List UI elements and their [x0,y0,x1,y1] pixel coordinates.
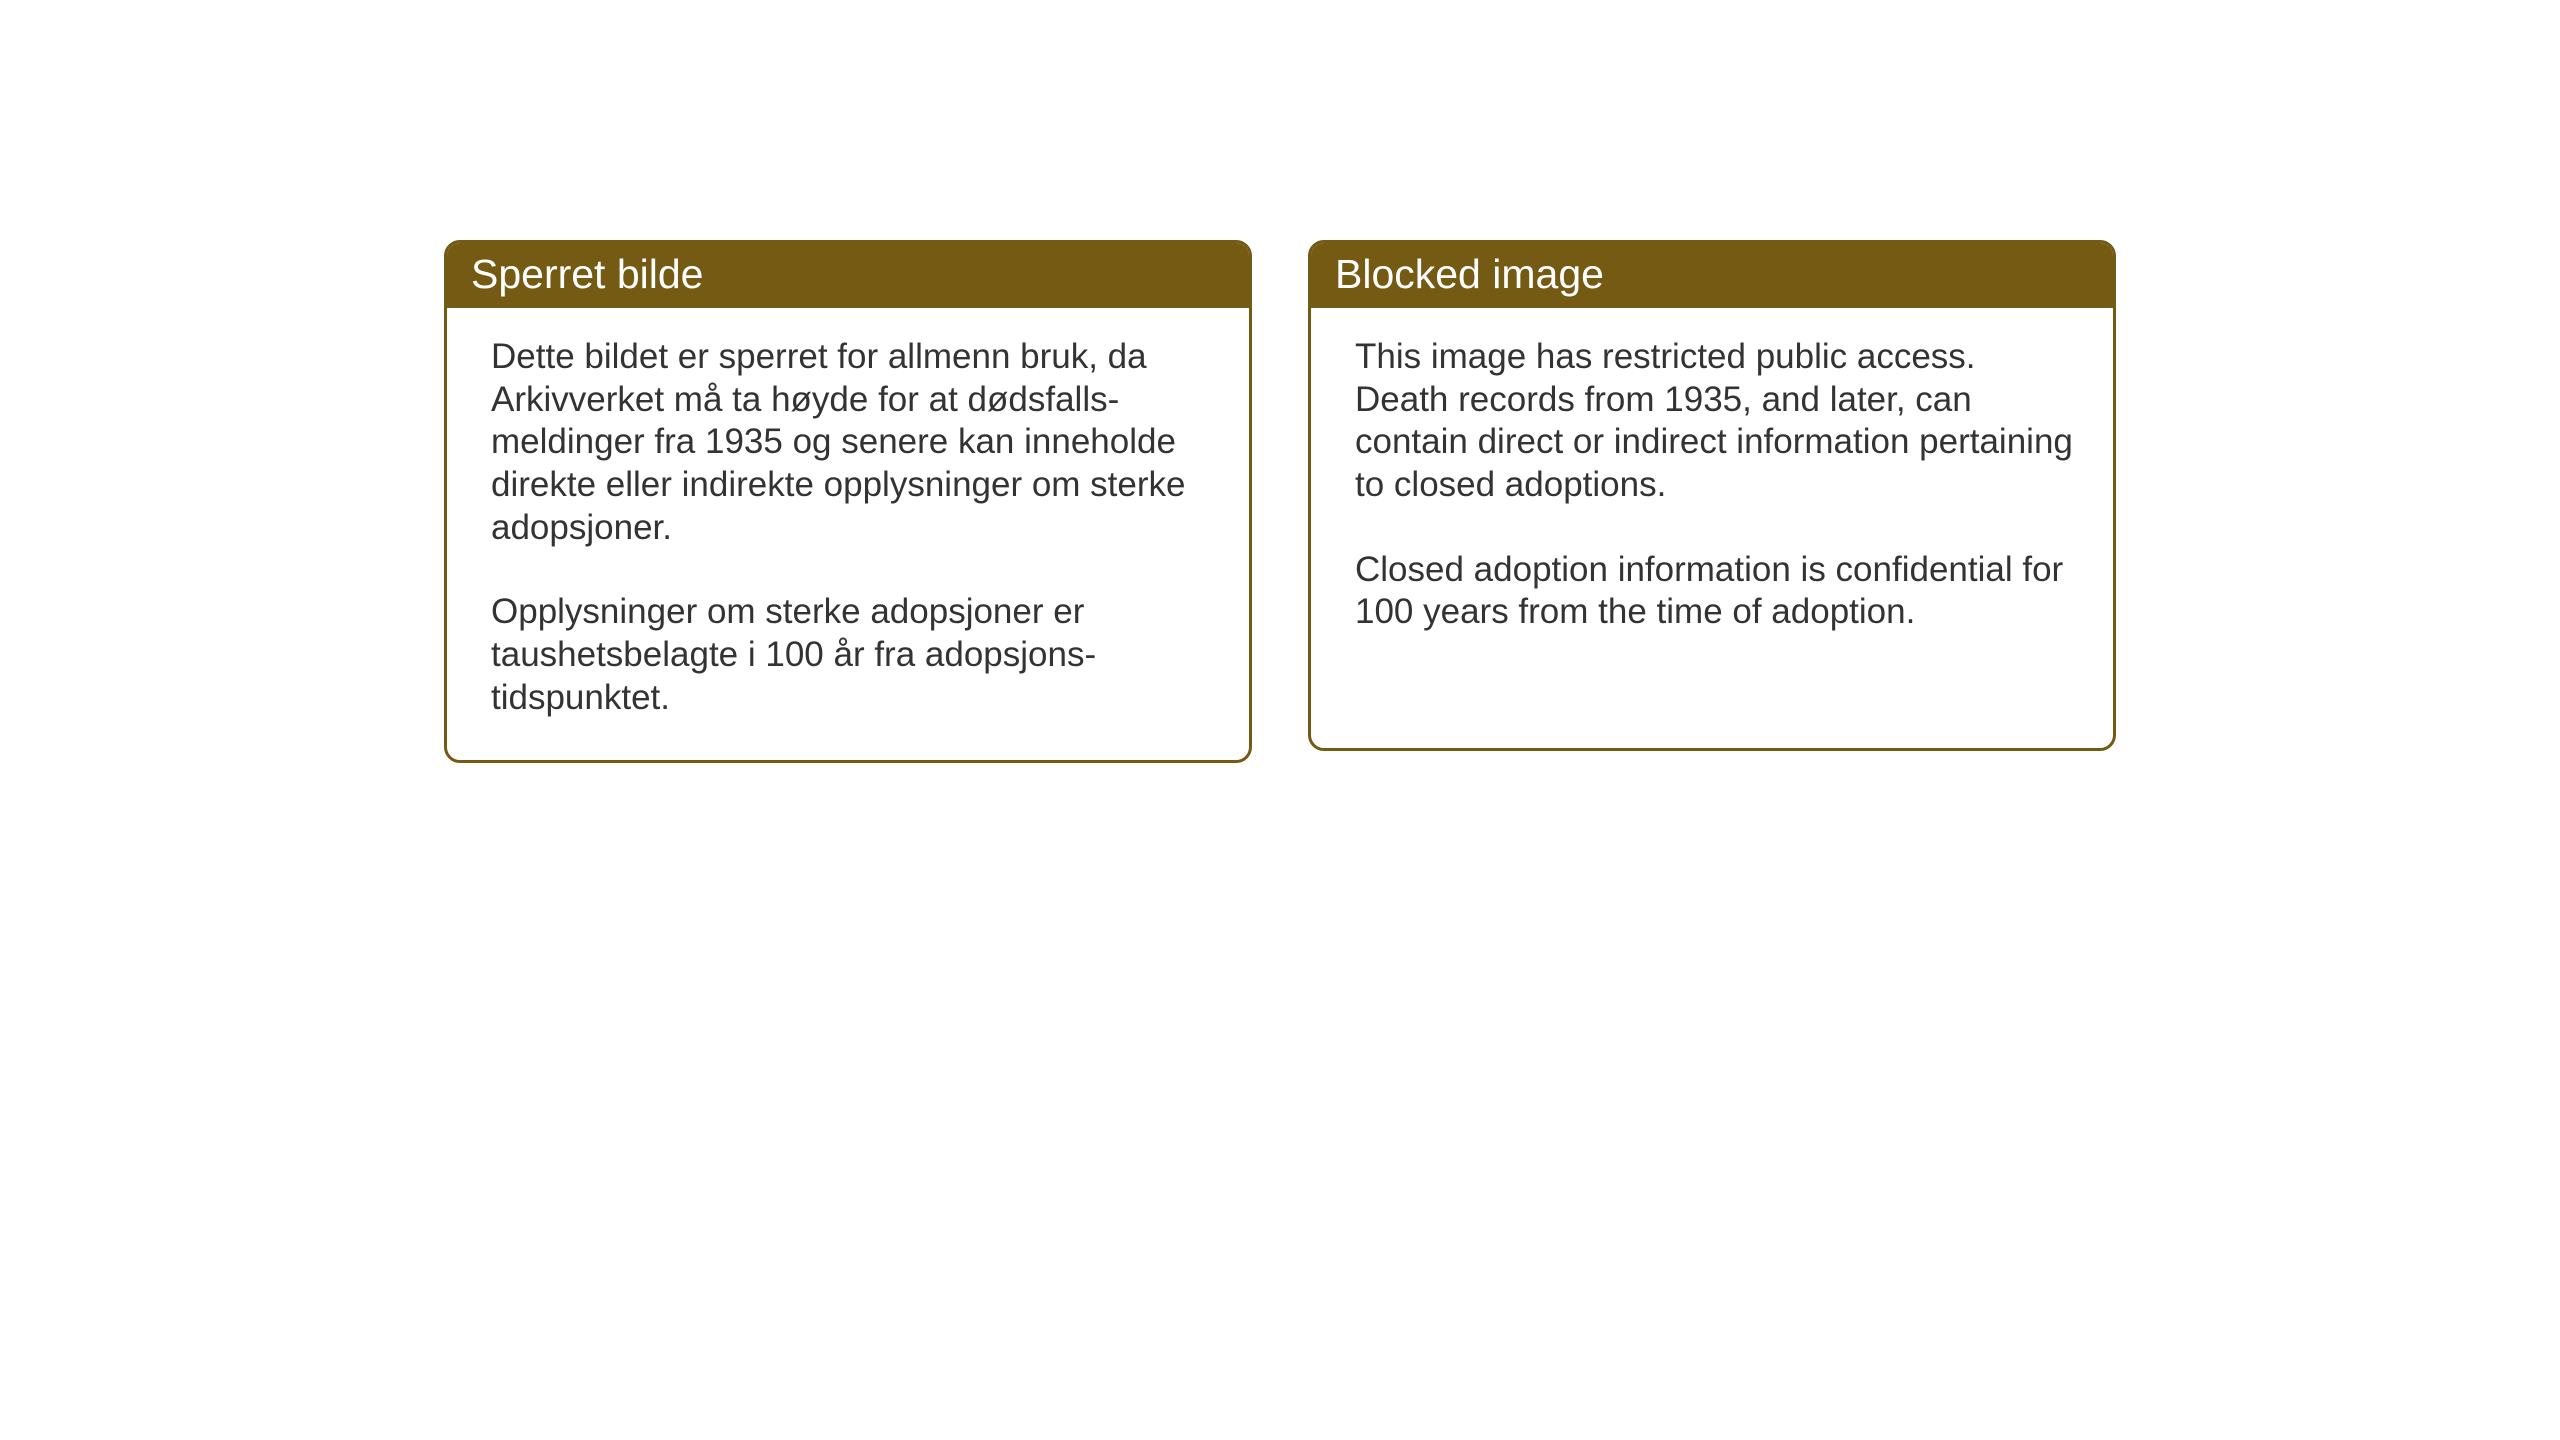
card-header-english: Blocked image [1311,243,2113,308]
paragraph-2-english: Closed adoption information is confident… [1355,549,2073,634]
card-norwegian: Sperret bilde Dette bildet er sperret fo… [444,240,1252,763]
card-body-english: This image has restricted public access.… [1311,308,2113,674]
paragraph-1-english: This image has restricted public access.… [1355,336,2073,507]
card-body-norwegian: Dette bildet er sperret for allmenn bruk… [447,308,1249,760]
card-title-english: Blocked image [1335,251,1604,297]
card-english: Blocked image This image has restricted … [1308,240,2116,751]
card-header-norwegian: Sperret bilde [447,243,1249,308]
card-title-norwegian: Sperret bilde [471,251,703,297]
cards-container: Sperret bilde Dette bildet er sperret fo… [0,0,2560,763]
paragraph-2-norwegian: Opplysninger om sterke adopsjoner er tau… [491,591,1209,719]
paragraph-1-norwegian: Dette bildet er sperret for allmenn bruk… [491,336,1209,549]
